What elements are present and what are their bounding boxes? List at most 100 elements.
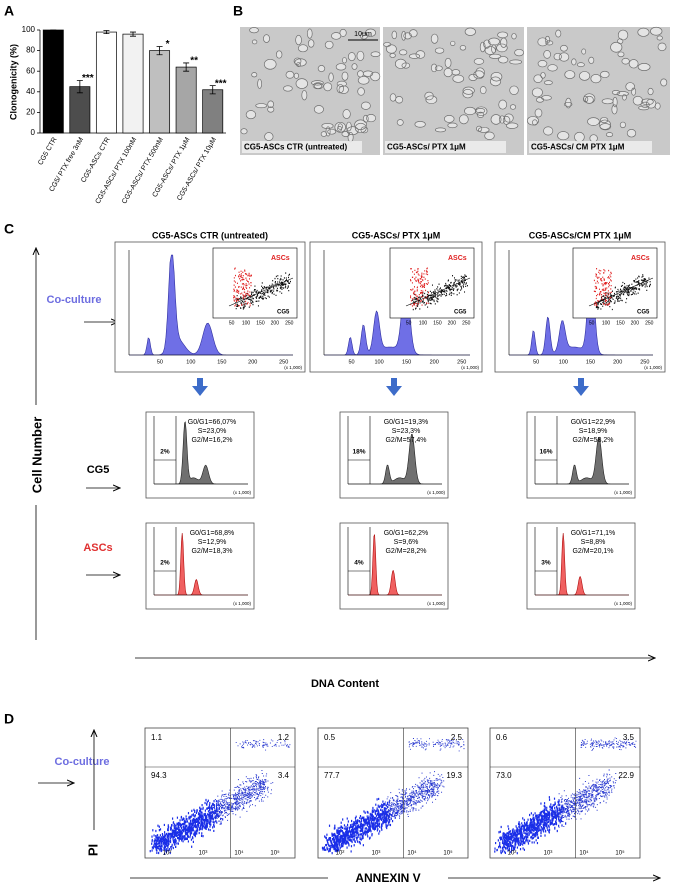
scale-note: (x 1,000) [461, 365, 479, 370]
caption-bg [385, 141, 506, 153]
y-tick-label: 100 [22, 25, 36, 34]
cells [240, 27, 381, 143]
caption-bg [242, 141, 362, 153]
column-title: CG5-ASCs/ PTX 1μM [352, 230, 441, 240]
inset-tick-label: 250 [462, 320, 471, 326]
axis-tick-label: 10⁵ [443, 850, 453, 857]
dot-density [494, 796, 569, 855]
axis-tick-label: 10³ [199, 851, 208, 857]
inset-events [410, 267, 429, 307]
panel-label: A [4, 3, 14, 19]
inset-tick-label: 50 [589, 320, 595, 326]
cycle-stat: S=9,6% [394, 539, 419, 546]
inset-tick-label: 100 [419, 320, 428, 326]
scale-note: (x 1,000) [614, 490, 632, 495]
bar [69, 86, 91, 134]
caption-bg [529, 141, 652, 153]
scale-note: (x 1,000) [644, 365, 662, 370]
bar [122, 33, 144, 134]
y-tick-label: 40 [26, 87, 35, 96]
cycle-stat: G2/M=58,2% [572, 437, 613, 444]
error-bar [76, 80, 83, 94]
cycle-stat: G2/M=57,4% [385, 437, 426, 444]
flow-arrow [386, 378, 402, 396]
inset-tick-label: 250 [645, 320, 654, 326]
cells [526, 26, 668, 143]
gate-label: 16% [539, 449, 552, 456]
significance-label: *** [82, 73, 94, 84]
cycle-stat: G2/M=18,3% [191, 548, 232, 555]
bar [202, 89, 224, 134]
cycle-stat: G0/G1=22,9% [571, 419, 616, 426]
axis-tick-label: 10² [163, 851, 172, 857]
inset-label: CG5 [637, 310, 650, 316]
cycle-stat: S=23,3% [392, 428, 421, 435]
quadrant-value: 0.5 [324, 733, 336, 742]
inset-tick-label: 100 [242, 320, 251, 326]
x-tick-label: CG5 CTR [37, 136, 58, 166]
cycle-stat: S=23,0% [198, 428, 227, 435]
error-bar [183, 62, 190, 72]
cycle-stat: G0/G1=68,8% [190, 530, 235, 537]
quadrant-value: 94.3 [151, 771, 167, 780]
cycle-stat: G2/M=28,2% [385, 548, 426, 555]
inset-tick-label: 250 [285, 320, 294, 326]
cells [383, 27, 525, 140]
hist-tick-label: 200 [613, 359, 622, 365]
label-bg [28, 405, 44, 505]
gate-label: 2% [160, 560, 170, 567]
y-tick-label: 20 [26, 108, 35, 117]
quadrant-value: 22.9 [618, 771, 634, 780]
cycle-stat: G0/G1=66,07% [188, 419, 236, 426]
scale-note: (x 1,000) [427, 490, 445, 495]
quadrant-value: 3.5 [623, 733, 635, 742]
x-axis-title: ANNEXIN V [355, 871, 420, 885]
gate-label: 3% [541, 560, 551, 567]
quadrant-value: 77.7 [324, 771, 340, 780]
axis-tick-label: 10² [336, 851, 345, 857]
panel-label: D [4, 711, 14, 727]
quadrant-value: 0.6 [496, 733, 508, 742]
cycle-stat: G0/G1=62,2% [384, 530, 429, 537]
x-axis-title: DNA Content [311, 678, 379, 690]
dot-density [149, 798, 224, 856]
hist-tick-label: 200 [248, 359, 257, 365]
error-bar [130, 31, 136, 37]
quadrant-value: 19.3 [446, 771, 462, 780]
flow-arrow [573, 378, 589, 396]
hist-tick-label: 100 [375, 359, 384, 365]
hist-tick-label: 150 [217, 359, 226, 365]
quadrant-value: 2.5 [451, 733, 463, 742]
cycle-stat: S=18,9% [579, 428, 608, 435]
hist-tick-label: 50 [533, 359, 539, 365]
dot-density [321, 797, 399, 855]
inset-tick-label: 150 [616, 320, 625, 326]
hist-tick-label: 250 [640, 359, 649, 365]
image-caption: CG5-ASCs/ PTX 1μM [387, 143, 466, 152]
scale-note: (x 1,000) [233, 601, 251, 606]
cycle-stat: G2/M=20,1% [572, 548, 613, 555]
gate-label: 4% [354, 560, 364, 567]
row-label: Co-culture [47, 294, 102, 306]
inset-frame [389, 247, 475, 319]
y-axis-title: Cell Number [29, 417, 44, 494]
axis-tick-label: 10⁴ [579, 850, 589, 857]
scale-note: (x 1,000) [233, 490, 251, 495]
inset-tick-label: 150 [256, 320, 265, 326]
axis-tick-label: 10⁴ [407, 850, 417, 857]
image-caption: CG5-ASCs CTR (untreated) [244, 143, 347, 152]
column-title: CG5-ASCs CTR (untreated) [152, 230, 268, 240]
dot-scatter [580, 737, 637, 751]
scale-bar-label: 10μm [354, 31, 372, 38]
error-bar [156, 46, 163, 56]
inset-events [595, 274, 651, 311]
error-bar [103, 30, 110, 35]
quadrant-value: 3.4 [278, 771, 290, 780]
error-bar [209, 85, 216, 95]
hist-tick-label: 250 [457, 359, 466, 365]
inset-label: ASCs [448, 255, 467, 262]
inset-tick-label: 150 [433, 320, 442, 326]
cycle-stat: S=12,9% [198, 539, 227, 546]
inset-tick-label: 100 [602, 320, 611, 326]
